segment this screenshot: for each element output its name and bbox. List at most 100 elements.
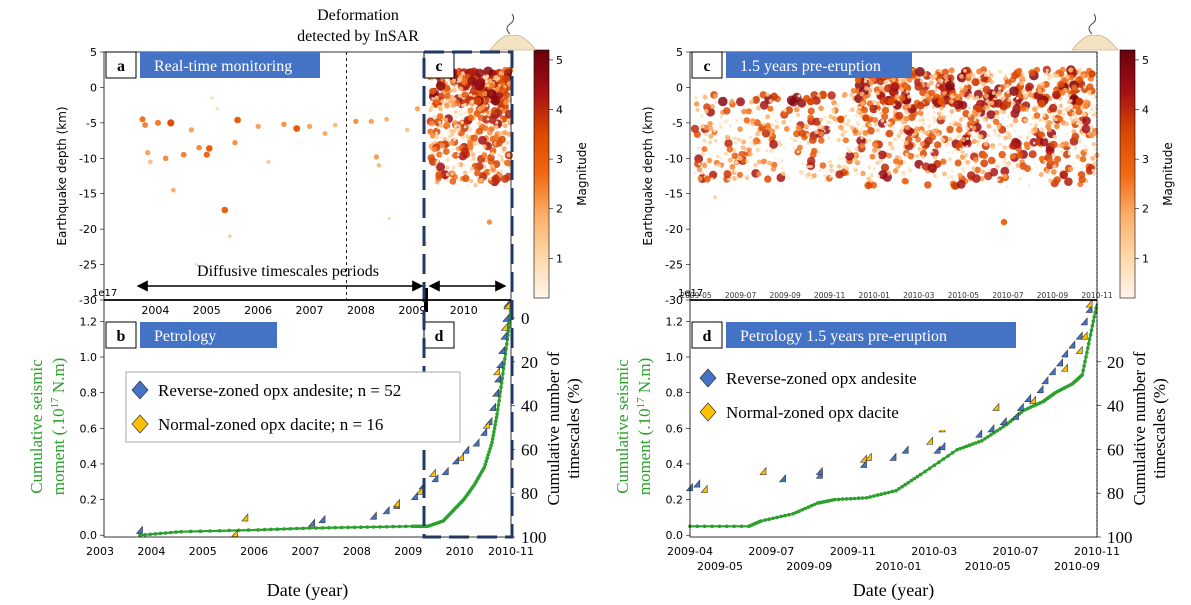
earthquake-point bbox=[770, 123, 774, 127]
moment-point bbox=[710, 524, 714, 529]
earthquake-point bbox=[796, 112, 801, 117]
y-tick-label: 1.2 bbox=[80, 315, 98, 328]
earthquake-point bbox=[1054, 73, 1059, 78]
earthquake-point bbox=[959, 74, 964, 79]
earthquake-point bbox=[959, 147, 963, 151]
earthquake-point bbox=[428, 108, 433, 113]
earthquake-point bbox=[1078, 175, 1086, 184]
earthquake-point bbox=[467, 107, 474, 114]
panel-title-box-c2 bbox=[726, 52, 912, 78]
earthquake-point bbox=[456, 123, 460, 127]
earthquake-point bbox=[931, 128, 938, 134]
earthquake-point bbox=[897, 137, 901, 141]
earthquake-point bbox=[1076, 119, 1081, 123]
earthquake-point bbox=[961, 118, 965, 122]
earthquake-point bbox=[804, 173, 808, 177]
earthquake-point bbox=[731, 152, 739, 160]
earthquake-point bbox=[1047, 157, 1054, 165]
earthquake-point bbox=[989, 79, 994, 85]
panel-letter-box-b bbox=[105, 321, 137, 349]
earthquake-point bbox=[954, 148, 957, 152]
earthquake-point bbox=[440, 170, 450, 180]
earthquake-point bbox=[793, 106, 800, 113]
earthquake-point bbox=[203, 151, 210, 158]
earthquake-point bbox=[915, 67, 925, 77]
earthquake-point bbox=[921, 155, 925, 159]
earthquake-point bbox=[745, 108, 752, 115]
earthquake-point bbox=[506, 118, 511, 123]
earthquake-point bbox=[694, 160, 702, 168]
moment-point bbox=[494, 415, 499, 420]
earthquake-point bbox=[694, 96, 698, 100]
earthquake-point bbox=[1019, 105, 1027, 112]
earthquake-point bbox=[1091, 168, 1095, 173]
earthquake-point bbox=[915, 154, 920, 159]
x-tick-label: 2010-11 bbox=[1081, 291, 1113, 300]
panel-letter-box-a bbox=[105, 51, 137, 79]
earthquake-point bbox=[1027, 184, 1031, 188]
y-tick-label: 1.2 bbox=[666, 315, 684, 328]
moment-point bbox=[346, 525, 350, 530]
moment-point bbox=[856, 496, 861, 501]
earthquake-point bbox=[1052, 164, 1057, 169]
earthquake-point bbox=[850, 107, 855, 113]
earthquake-point bbox=[1050, 169, 1057, 175]
x-tick-label: 2010 bbox=[450, 304, 478, 317]
earthquake-point bbox=[1029, 122, 1033, 126]
earthquake-point bbox=[975, 104, 983, 113]
earthquake-point bbox=[838, 125, 844, 131]
earthquake-point bbox=[885, 129, 894, 138]
earthquake-point bbox=[1012, 117, 1019, 124]
earthquake-point bbox=[700, 152, 705, 157]
dacite-marker bbox=[392, 498, 400, 508]
y-tick-label: -25 bbox=[665, 259, 683, 272]
earthquake-point bbox=[1007, 132, 1012, 137]
y-tick-label: 1.0 bbox=[80, 351, 98, 364]
earthquake-point bbox=[697, 146, 701, 150]
moment-point bbox=[732, 524, 736, 529]
earthquake-point bbox=[836, 138, 841, 142]
y2-tick-label: 60 bbox=[1107, 440, 1124, 459]
earthquake-point bbox=[447, 127, 451, 131]
earthquake-point bbox=[835, 170, 844, 179]
earthquake-point bbox=[1075, 154, 1081, 160]
moment-point bbox=[495, 412, 499, 416]
andesite-marker bbox=[472, 438, 480, 447]
earthquake-point bbox=[1006, 126, 1010, 129]
earthquake-point bbox=[1078, 139, 1082, 143]
x-tick-label: 2003 bbox=[86, 545, 114, 558]
moment-point bbox=[950, 451, 955, 455]
earthquake-point bbox=[750, 118, 756, 124]
earthquake-point bbox=[724, 139, 733, 148]
earthquake-point bbox=[920, 134, 924, 138]
earthquake-point bbox=[911, 133, 916, 137]
earthquake-point bbox=[849, 125, 855, 130]
earthquake-point bbox=[958, 86, 963, 91]
earthquake-point bbox=[796, 144, 803, 151]
earthquake-point bbox=[139, 116, 146, 123]
earthquake-point bbox=[878, 170, 888, 180]
earthquake-point bbox=[858, 106, 862, 110]
earthquake-point bbox=[723, 170, 732, 178]
dacite-marker bbox=[1080, 331, 1088, 340]
earthquake-point bbox=[755, 131, 760, 137]
earthquake-point bbox=[1012, 104, 1022, 114]
earthquake-point bbox=[756, 159, 762, 165]
earthquake-point bbox=[946, 151, 950, 155]
earthquake-point bbox=[747, 122, 751, 126]
earthquake-point bbox=[1025, 82, 1034, 92]
earthquake-point bbox=[971, 166, 976, 171]
earthquake-point bbox=[860, 155, 863, 159]
earthquake-point bbox=[1059, 89, 1066, 96]
x-tick-label: 2008 bbox=[347, 304, 375, 317]
earthquake-point bbox=[1052, 90, 1061, 100]
moment-point bbox=[702, 524, 707, 529]
earthquake-point bbox=[1043, 159, 1047, 164]
x-tick-label: 2009-11 bbox=[830, 545, 876, 558]
moment-point bbox=[995, 429, 999, 433]
earthquake-point bbox=[493, 75, 498, 80]
earthquake-point bbox=[764, 175, 772, 183]
earthquake-point bbox=[1003, 135, 1009, 141]
earthquake-point bbox=[999, 109, 1004, 114]
earthquake-point bbox=[904, 124, 911, 131]
